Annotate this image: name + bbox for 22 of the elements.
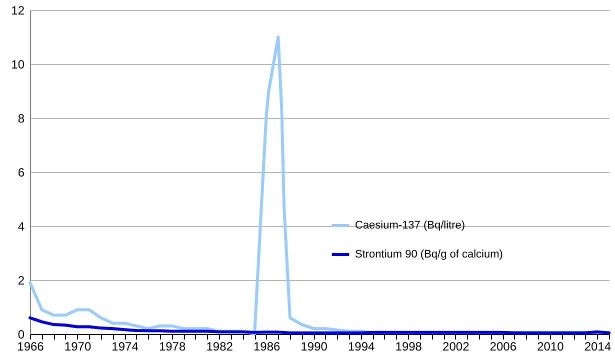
x-tick-label: 1994 [348, 340, 376, 354]
x-tick-label: 1998 [395, 340, 422, 354]
x-tick-label: 1986 [253, 340, 280, 354]
legend-label: Caesium-137 (Bq/litre) [355, 220, 466, 232]
y-tick-label: 0 [18, 328, 25, 342]
legend-label: Strontium 90 (Bq/g of calcium) [355, 248, 503, 260]
y-tick-label: 10 [11, 58, 25, 72]
y-tick-label: 6 [18, 166, 25, 180]
x-tick-label: 2006 [490, 340, 517, 354]
x-tick-label: 1978 [158, 340, 186, 354]
x-tick-label: 2014 [584, 340, 612, 354]
x-tick-label: 1990 [300, 340, 328, 354]
y-tick-label: 4 [18, 220, 25, 234]
x-tick-label: 1966 [17, 340, 44, 354]
x-tick-label: 1970 [64, 340, 92, 354]
x-tick-label: 1974 [112, 340, 139, 354]
y-tick-label: 12 [11, 4, 25, 18]
x-tick-label: 1982 [206, 340, 234, 354]
y-tick-label: 2 [18, 274, 25, 288]
y-tick-label: 8 [18, 112, 25, 126]
x-tick-label: 2010 [537, 340, 564, 354]
x-tick-label: 2002 [442, 340, 470, 354]
